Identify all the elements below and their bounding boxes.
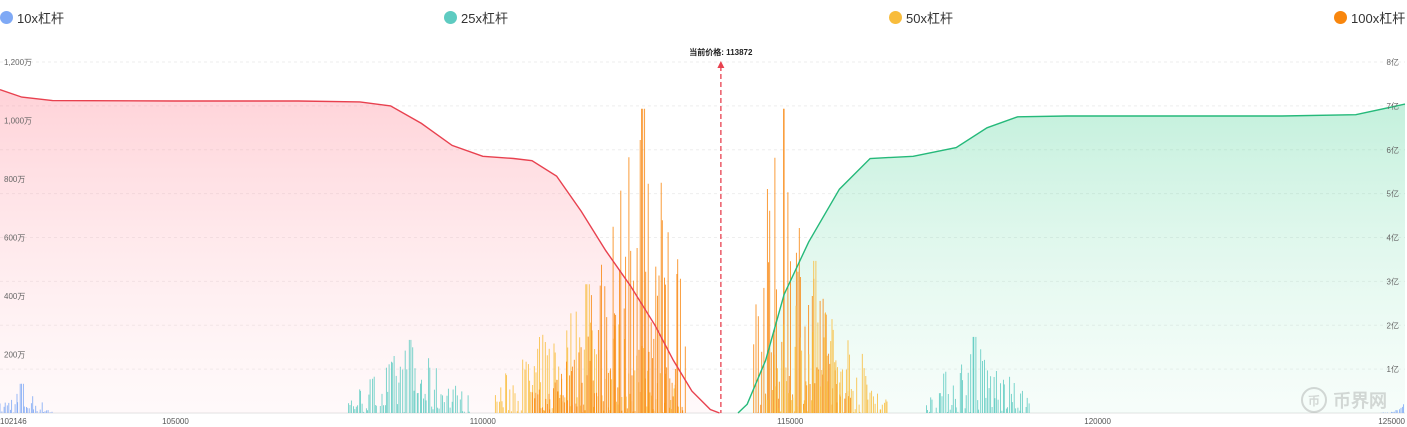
x-tick-label: 110000 (470, 417, 497, 426)
y-right-tick-label: 6亿 (1387, 145, 1399, 155)
x-axis: 102146 105000 110000 115000 120000 125000 (0, 417, 1406, 426)
legend-item-100x[interactable]: 100x杠杆 (1334, 8, 1405, 26)
short-cumulative-line (737, 103, 1406, 414)
legend-dot-icon (889, 10, 902, 24)
current-price-label: 当前价格: 113872 (689, 47, 753, 57)
y-right-tick-label: 8亿 (1387, 57, 1399, 67)
legend-dot-icon (444, 10, 457, 24)
watermark-text: 币界网 (1333, 391, 1387, 412)
long-cumulative-line (0, 88, 720, 414)
y-left-tick-label: 600万 (4, 234, 25, 243)
y-left-tick-label: 800万 (4, 175, 25, 184)
legend-dot-icon (1334, 10, 1347, 24)
y-left-tick-label: 1,000万 (4, 117, 32, 126)
x-tick-label: 105000 (162, 417, 189, 426)
liquidation-bars (0, 108, 1404, 413)
y-right-tick-label: 1亿 (1387, 364, 1399, 374)
legend-label: 10x杠杆 (17, 10, 64, 26)
legend-item-10x[interactable]: 10x杠杆 (0, 8, 64, 26)
current-price-marker: 当前价格: 113872 (689, 47, 753, 413)
y-right-tick-label: 3亿 (1387, 276, 1399, 286)
legend-label: 50x杠杆 (906, 10, 953, 26)
legend-dot-icon (0, 10, 13, 24)
x-tick-label: 115000 (777, 417, 804, 426)
legend-item-50x[interactable]: 50x杠杆 (889, 8, 953, 26)
legend-item-25x[interactable]: 25x杠杆 (444, 8, 508, 26)
x-tick-label: 102146 (0, 417, 27, 426)
y-right-tick-label: 4亿 (1387, 233, 1399, 243)
y-axis-left: 200万 400万 600万 800万 1,000万 1,200万 (4, 58, 32, 360)
cumulative-curves (0, 88, 1406, 414)
legend-label: 25x杠杆 (461, 10, 508, 26)
legend-label: 100x杠杆 (1351, 10, 1406, 26)
x-tick-label: 125000 (1378, 417, 1405, 426)
cumulative-areas (0, 89, 1405, 413)
watermark: 币 币界网 (1301, 387, 1387, 413)
current-price-arrow-icon (717, 61, 725, 68)
y-right-tick-label: 7亿 (1387, 101, 1399, 111)
y-left-tick-label: 200万 (4, 351, 25, 360)
long-cumulative-area (0, 89, 720, 413)
short-cumulative-area (738, 104, 1405, 413)
y-axis-right: 1亿 2亿 3亿 4亿 5亿 6亿 7亿 8亿 (1387, 57, 1399, 374)
coin-logo-icon: 币 (1301, 387, 1327, 413)
y-right-tick-label: 5亿 (1387, 189, 1399, 199)
x-tick-label: 120000 (1084, 417, 1111, 426)
y-left-tick-label: 400万 (4, 292, 25, 301)
y-right-tick-label: 2亿 (1387, 320, 1399, 330)
y-left-tick-label: 1,200万 (4, 58, 32, 67)
